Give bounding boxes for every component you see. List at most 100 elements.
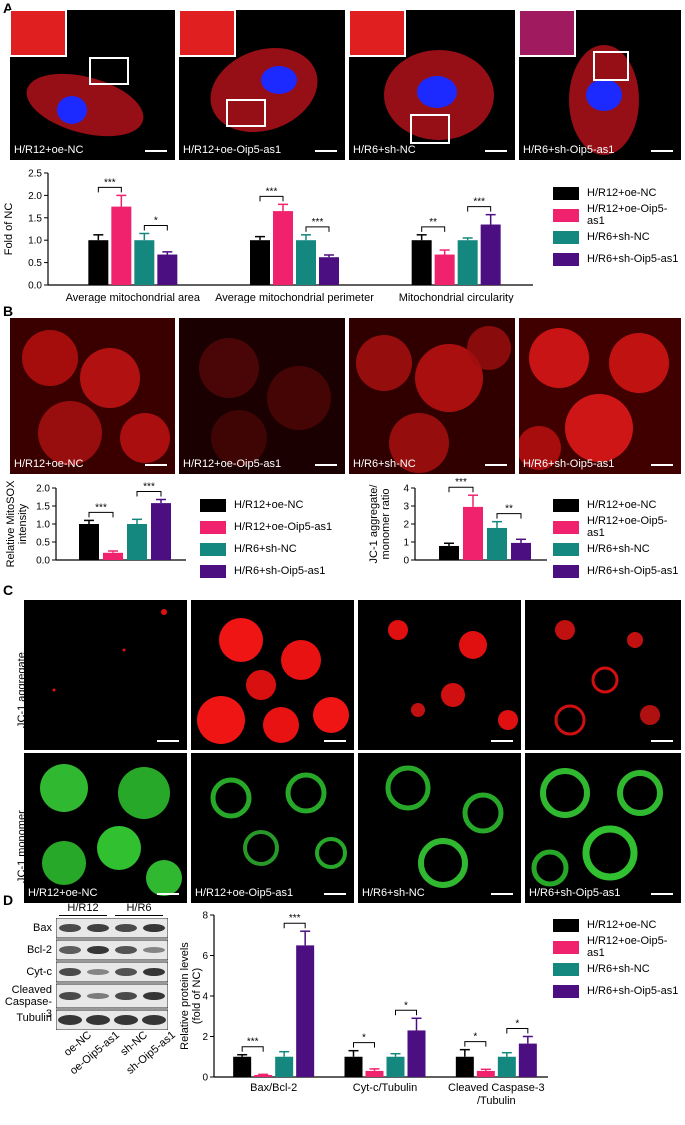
- bar: [386, 1056, 405, 1077]
- y-tick-label: 0.5: [28, 258, 42, 269]
- legend-swatch: [553, 186, 579, 200]
- legend-item: H/R6+sh-NC: [553, 226, 685, 248]
- image-label: H/R6+sh-Oip5-as1: [523, 458, 615, 470]
- significance-label: ***: [143, 482, 155, 493]
- significance-label: ***: [473, 197, 485, 208]
- mitosox-graphic: [22, 330, 170, 465]
- legend-item: H/R12+oe-NC: [553, 494, 685, 516]
- scale-bar: [491, 893, 513, 895]
- significance-bracket: [136, 491, 162, 497]
- group-line: [115, 915, 163, 916]
- significance-bracket: [143, 224, 168, 231]
- scale-bar: [651, 893, 673, 895]
- bar: [455, 1056, 474, 1077]
- bar: [463, 506, 483, 560]
- jc1-monomer-image-3: H/R6+sh-NC: [358, 753, 521, 903]
- bar: [79, 524, 99, 560]
- legend-item: H/R6+sh-Oip5-as1: [553, 248, 685, 270]
- bar: [480, 224, 501, 285]
- significance-bracket: [395, 1009, 417, 1016]
- category-label: Cyt-c/Tubulin: [353, 1082, 417, 1094]
- scale-bar: [485, 150, 507, 152]
- y-tick-label: 1.0: [28, 236, 42, 247]
- y-tick-label: 1.0: [36, 520, 50, 531]
- significance-bracket: [259, 195, 284, 202]
- bar: [233, 1056, 252, 1077]
- bar: [134, 240, 155, 285]
- category-label: Mitochondrial circularity: [399, 292, 514, 303]
- mitosox-graphic: [199, 338, 331, 466]
- bar: [457, 240, 478, 285]
- legend-item: H/R12+oe-Oip5-as1: [553, 203, 685, 227]
- legend-swatch: [553, 564, 579, 578]
- image-label: H/R6+sh-Oip5-as1: [523, 144, 615, 156]
- legend-swatch: [553, 208, 579, 222]
- panel-letter-a: A: [3, 0, 14, 16]
- band-label: Tubulin: [16, 1012, 52, 1024]
- y-axis-label: JC-1 aggregate/: [368, 484, 380, 564]
- jc1-monomer-image-2: H/R12+oe-Oip5-as1: [191, 753, 354, 903]
- bar: [111, 206, 132, 285]
- jc1-aggregate-image-1: [24, 600, 187, 750]
- category-label: Bax/Bcl-2: [250, 1082, 297, 1094]
- legend-item: H/R6+sh-Oip5-as1: [553, 980, 685, 1002]
- y-axis-label: Relative protein levels: [179, 942, 191, 1050]
- y-tick-label: 0.0: [36, 556, 50, 567]
- legend-swatch: [553, 918, 579, 932]
- significance-bracket: [464, 1041, 487, 1047]
- y-tick-label: 2: [403, 520, 409, 531]
- legend-b1: H/R12+oe-NC H/R12+oe-Oip5-as1 H/R6+sh-NC…: [200, 494, 332, 582]
- jc1-monomer-graphic: [385, 765, 504, 888]
- mito-stain-graphic: [519, 10, 639, 155]
- bar: [88, 240, 109, 285]
- group-line: [59, 915, 107, 916]
- image-label: H/R6+sh-NC: [362, 887, 425, 899]
- significance-label: **: [429, 217, 437, 228]
- bar: [127, 524, 147, 560]
- bar: [344, 1056, 363, 1077]
- bar: [319, 257, 339, 285]
- bar: [518, 1043, 537, 1077]
- scale-bar: [651, 740, 673, 742]
- scale-bar: [651, 464, 673, 466]
- legend-swatch: [553, 230, 579, 244]
- jc1-aggregate-image-2: [191, 600, 354, 750]
- legend-swatch: [553, 498, 579, 512]
- y-tick-label: 0.0: [28, 281, 42, 292]
- legend-item: H/R6+sh-NC: [553, 958, 685, 980]
- y-tick-label: 2.5: [28, 169, 42, 180]
- scale-bar: [157, 893, 179, 895]
- mitosox-image-1: H/R12+oe-NC: [10, 318, 175, 474]
- category-label: Cleaved Caspase-3: [448, 1082, 545, 1094]
- significance-bracket: [496, 513, 522, 519]
- legend-b2: H/R12+oe-NC H/R12+oe-Oip5-as1 H/R6+sh-NC…: [553, 494, 685, 582]
- mitosox-image-3: H/R6+sh-NC: [349, 318, 515, 474]
- significance-bracket: [448, 486, 474, 493]
- legend-swatch: [553, 542, 579, 556]
- band-label: Cleaved Caspase-3: [4, 984, 52, 1020]
- legend-item: H/R12+oe-NC: [553, 914, 685, 936]
- bar: [476, 1070, 495, 1077]
- y-tick-label: 6: [202, 951, 208, 962]
- mito-stain-graphic: [349, 10, 494, 144]
- jc1-monomer-graphic: [531, 768, 663, 887]
- significance-label: ***: [104, 177, 116, 188]
- legend-item: H/R6+sh-Oip5-as1: [200, 560, 332, 582]
- image-label: H/R12+oe-Oip5-as1: [183, 144, 282, 156]
- group-label-hr12: H/R12: [67, 902, 99, 914]
- jc1-monomer-graphic: [40, 764, 182, 896]
- mito-stain-graphic: [10, 10, 144, 137]
- legend-item: H/R6+sh-NC: [200, 538, 332, 560]
- panel-letter-b: B: [3, 303, 14, 319]
- jc1-monomer-graphic: [210, 772, 347, 869]
- panel-letter-c: C: [3, 582, 14, 598]
- significance-bracket: [97, 186, 122, 193]
- significance-label: *: [473, 1032, 477, 1043]
- bar: [439, 545, 459, 560]
- significance-bracket: [421, 226, 446, 232]
- significance-label: *: [404, 1000, 408, 1011]
- y-tick-label: 3: [403, 502, 409, 513]
- legend-a: H/R12+oe-NC H/R12+oe-Oip5-as1 H/R6+sh-NC…: [553, 182, 685, 270]
- bar: [434, 254, 455, 285]
- significance-label: ***: [455, 478, 467, 488]
